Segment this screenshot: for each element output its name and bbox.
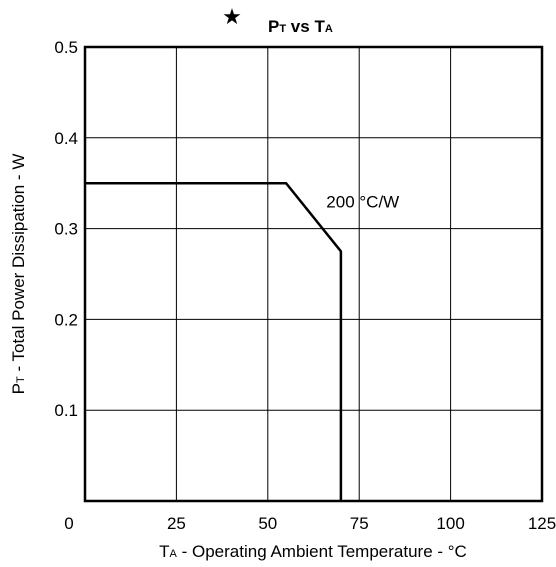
title-part-1: P <box>268 17 279 36</box>
title-star: ★ <box>222 4 242 29</box>
annotation-0: 200 °C/W <box>326 192 399 211</box>
y-axis-label-rest: - Total Power Dissipation - W <box>9 154 28 377</box>
x-axis-label-rest: - Operating Ambient Temperature - °C <box>177 542 467 561</box>
y-tick-label-2: 0.3 <box>54 220 78 239</box>
x-tick-label-0: 0 <box>64 514 73 533</box>
series-layer <box>85 181 343 501</box>
title-sub-1: T <box>279 23 286 35</box>
x-tick-label-4: 100 <box>436 514 464 533</box>
y-tick-label-4: 0.5 <box>54 38 78 57</box>
y-tick-label-1: 0.2 <box>54 310 78 329</box>
annotations: 200 °C/W <box>326 192 399 211</box>
y-axis-label: PT - Total Power Dissipation - W <box>9 154 28 395</box>
x-tick-labels: 0 25 50 75 100 125 <box>64 514 556 533</box>
plot-frame <box>83 45 544 503</box>
y-axis-label-main: P <box>9 383 28 394</box>
x-axis-label-main: T <box>159 542 169 561</box>
title-middle: vs <box>286 17 314 36</box>
y-tick-label-0: 0.1 <box>54 401 78 420</box>
title-sub-2: A <box>325 23 333 35</box>
x-tick-label-5: 125 <box>528 514 556 533</box>
x-tick-label-1: 25 <box>167 514 186 533</box>
series-line-0 <box>85 181 343 501</box>
y-axis-label-sub: T <box>15 376 27 383</box>
x-axis-label: TA - Operating Ambient Temperature - °C <box>159 542 467 561</box>
grid-lines <box>85 47 542 501</box>
x-tick-label-3: 75 <box>350 514 369 533</box>
y-tick-labels: 0.1 0.2 0.3 0.4 0.5 <box>54 38 78 420</box>
y-tick-label-3: 0.4 <box>54 129 78 148</box>
title-part-2: T <box>314 17 325 36</box>
chart-title: PT vs TA <box>268 17 333 36</box>
x-tick-label-2: 50 <box>258 514 277 533</box>
x-axis-label-sub: A <box>170 548 178 560</box>
